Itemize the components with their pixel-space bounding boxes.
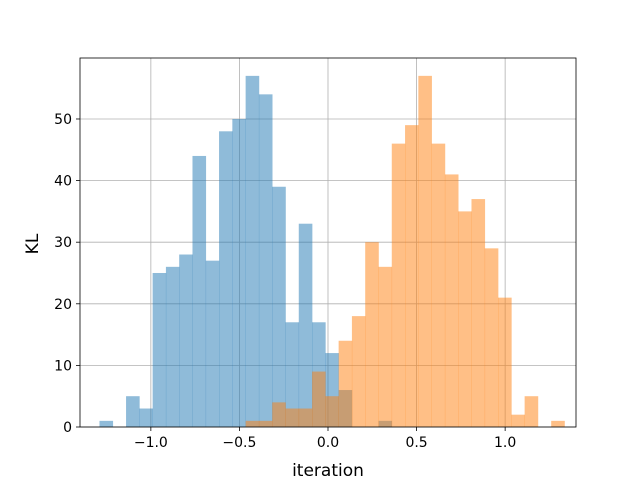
histogram-bar-series-2 <box>458 211 472 427</box>
histogram-bar-series-2 <box>498 297 512 427</box>
x-tick-label: 1.0 <box>494 435 516 451</box>
x-axis-label: iteration <box>292 461 364 480</box>
histogram-bar-series-1 <box>272 186 286 427</box>
histogram-bar-series-1 <box>232 118 246 428</box>
histogram-bar-series-2 <box>471 199 486 427</box>
histogram-bar-series-2 <box>272 402 286 427</box>
histogram-bar-series-2 <box>245 420 260 427</box>
histogram-bar-series-1 <box>99 420 114 427</box>
histogram-bar-series-1 <box>165 266 180 427</box>
histogram-bar-series-2 <box>511 414 525 427</box>
histogram-bar-series-2 <box>524 396 539 427</box>
histogram-bar-series-1 <box>205 260 220 427</box>
histogram-bar-series-2 <box>351 316 366 427</box>
x-tick-label: −0.5 <box>222 435 256 451</box>
histogram-bar-series-1 <box>298 223 313 427</box>
y-tick-label: 50 <box>54 112 72 128</box>
y-tick-label: 10 <box>54 358 72 374</box>
y-tick-label: 0 <box>63 420 72 436</box>
histogram-bar-series-1 <box>179 254 193 427</box>
histogram-bar-series-2 <box>405 125 419 427</box>
histogram-bar-series-2 <box>378 266 393 427</box>
x-tick-label: −1.0 <box>134 435 168 451</box>
histogram-bar-series-2 <box>484 248 499 427</box>
histogram-bar-series-1 <box>258 94 273 427</box>
histogram-bar-series-1 <box>192 155 207 427</box>
histogram-bar-series-2 <box>258 420 273 427</box>
histogram-bar-series-2 <box>285 408 300 427</box>
histogram-bar-series-1 <box>126 396 140 427</box>
histogram-bar-series-2 <box>312 371 326 427</box>
bars-layer <box>99 75 565 428</box>
x-tick-label: 0.0 <box>317 435 339 451</box>
y-tick-label: 30 <box>54 235 72 251</box>
histogram-bar-series-1 <box>245 75 260 427</box>
histogram-bar-series-2 <box>298 408 313 427</box>
histogram-bar-series-2 <box>365 242 379 427</box>
x-tick-label: 0.5 <box>405 435 427 451</box>
histogram-bar-series-2 <box>418 75 432 427</box>
ticks-layer: −1.0 −0.5 0.0 0.5 1.0 0 10 20 30 40 50 <box>54 112 516 451</box>
histogram-bar-series-1 <box>285 322 300 427</box>
histogram-bar-series-2 <box>338 340 353 427</box>
histogram-bar-series-1 <box>139 408 153 427</box>
histogram-bar-series-2 <box>431 143 446 427</box>
histogram-bar-series-1 <box>219 131 233 427</box>
histogram-bar-series-2 <box>391 143 406 427</box>
histogram-bar-series-1 <box>152 272 167 427</box>
y-tick-label: 40 <box>54 174 72 190</box>
histogram-bar-series-2 <box>551 420 565 427</box>
y-tick-label: 20 <box>54 297 72 313</box>
y-axis-label: KL <box>23 233 43 254</box>
histogram-bar-series-2 <box>325 396 339 427</box>
histogram-bar-series-2 <box>444 174 459 427</box>
